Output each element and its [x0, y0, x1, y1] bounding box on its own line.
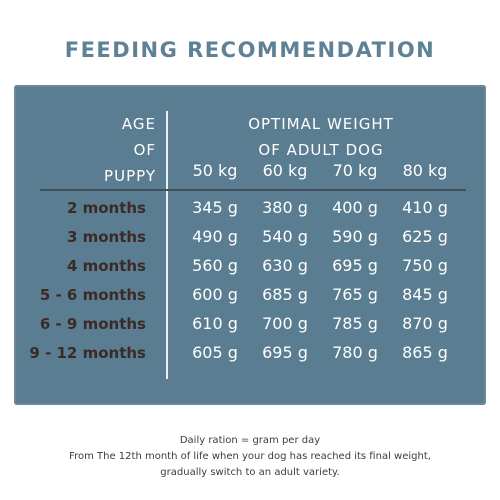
table-cell: 630 g — [262, 256, 308, 275]
table-cell: 345 g — [192, 198, 238, 217]
age-label: 2 months — [66, 199, 146, 217]
footer-line: Daily ration = gram per day — [179, 435, 321, 446]
weight-column-header: 50 kg — [192, 161, 238, 180]
table-cell: 540 g — [262, 227, 308, 246]
table-row: 2 months 345 g 380 g 400 g 410 g — [14, 194, 486, 222]
weight-column-header: 70 kg — [332, 161, 378, 180]
age-label: 4 months — [66, 257, 146, 275]
age-label: 9 - 12 months — [29, 344, 146, 362]
table-cell: 685 g — [262, 285, 308, 304]
age-of-puppy-header: AGE OF PUPPY — [74, 111, 156, 189]
table-row: 9 - 12 months 605 g 695 g 780 g 865 g — [14, 339, 486, 367]
table-cell: 410 g — [402, 198, 448, 217]
table-cell: 870 g — [402, 314, 448, 333]
age-label: 5 - 6 months — [39, 286, 146, 304]
table-cell: 610 g — [192, 314, 238, 333]
table-cell: 605 g — [192, 343, 238, 362]
age-header-line: OF — [133, 141, 156, 159]
row-values: 600 g 685 g 765 g 845 g — [180, 281, 470, 309]
row-values: 610 g 700 g 785 g 870 g — [180, 310, 470, 338]
age-label: 3 months — [66, 228, 146, 246]
table-cell: 845 g — [402, 285, 448, 304]
table-cell: 695 g — [262, 343, 308, 362]
table-cell: 765 g — [332, 285, 378, 304]
age-header-line: AGE — [121, 115, 156, 133]
row-values: 490 g 540 g 590 g 625 g — [180, 223, 470, 251]
table-row: 5 - 6 months 600 g 685 g 765 g 845 g — [14, 281, 486, 309]
table-cell: 785 g — [332, 314, 378, 333]
optimal-weight-header: OPTIMAL WEIGHT OF ADULT DOG — [236, 111, 406, 163]
table-cell: 865 g — [402, 343, 448, 362]
table-cell: 560 g — [192, 256, 238, 275]
weight-column-header: 60 kg — [262, 161, 308, 180]
feeding-table: AGE OF PUPPY OPTIMAL WEIGHT OF ADULT DOG… — [14, 85, 486, 405]
table-cell: 625 g — [402, 227, 448, 246]
table-row: 3 months 490 g 540 g 590 g 625 g — [14, 223, 486, 251]
footer-line: gradually switch to an adult variety. — [160, 467, 340, 478]
table-row: 4 months 560 g 630 g 695 g 750 g — [14, 252, 486, 280]
table-cell: 695 g — [332, 256, 378, 275]
vertical-divider — [166, 111, 168, 379]
page-title: FEEDING RECOMMENDATION — [64, 38, 436, 62]
weight-columns: 50 kg 60 kg 70 kg 80 kg — [180, 161, 470, 180]
weight-header-line: OF ADULT DOG — [258, 141, 384, 159]
table-cell: 380 g — [262, 198, 308, 217]
table-cell: 600 g — [192, 285, 238, 304]
footer-note: Daily ration = gram per day From The 12t… — [0, 433, 500, 481]
row-values: 605 g 695 g 780 g 865 g — [180, 339, 470, 367]
table-cell: 780 g — [332, 343, 378, 362]
footer-line: From The 12th month of life when your do… — [69, 451, 431, 462]
weight-header-line: OPTIMAL WEIGHT — [248, 115, 394, 133]
table-cell: 590 g — [332, 227, 378, 246]
weight-column-header: 80 kg — [402, 161, 448, 180]
row-values: 560 g 630 g 695 g 750 g — [180, 252, 470, 280]
table-cell: 700 g — [262, 314, 308, 333]
row-values: 345 g 380 g 400 g 410 g — [180, 194, 470, 222]
table-row: 6 - 9 months 610 g 700 g 785 g 870 g — [14, 310, 486, 338]
age-label: 6 - 9 months — [39, 315, 146, 333]
table-cell: 490 g — [192, 227, 238, 246]
table-cell: 400 g — [332, 198, 378, 217]
table-cell: 750 g — [402, 256, 448, 275]
horizontal-divider — [40, 189, 466, 191]
age-header-line: PUPPY — [104, 167, 156, 185]
